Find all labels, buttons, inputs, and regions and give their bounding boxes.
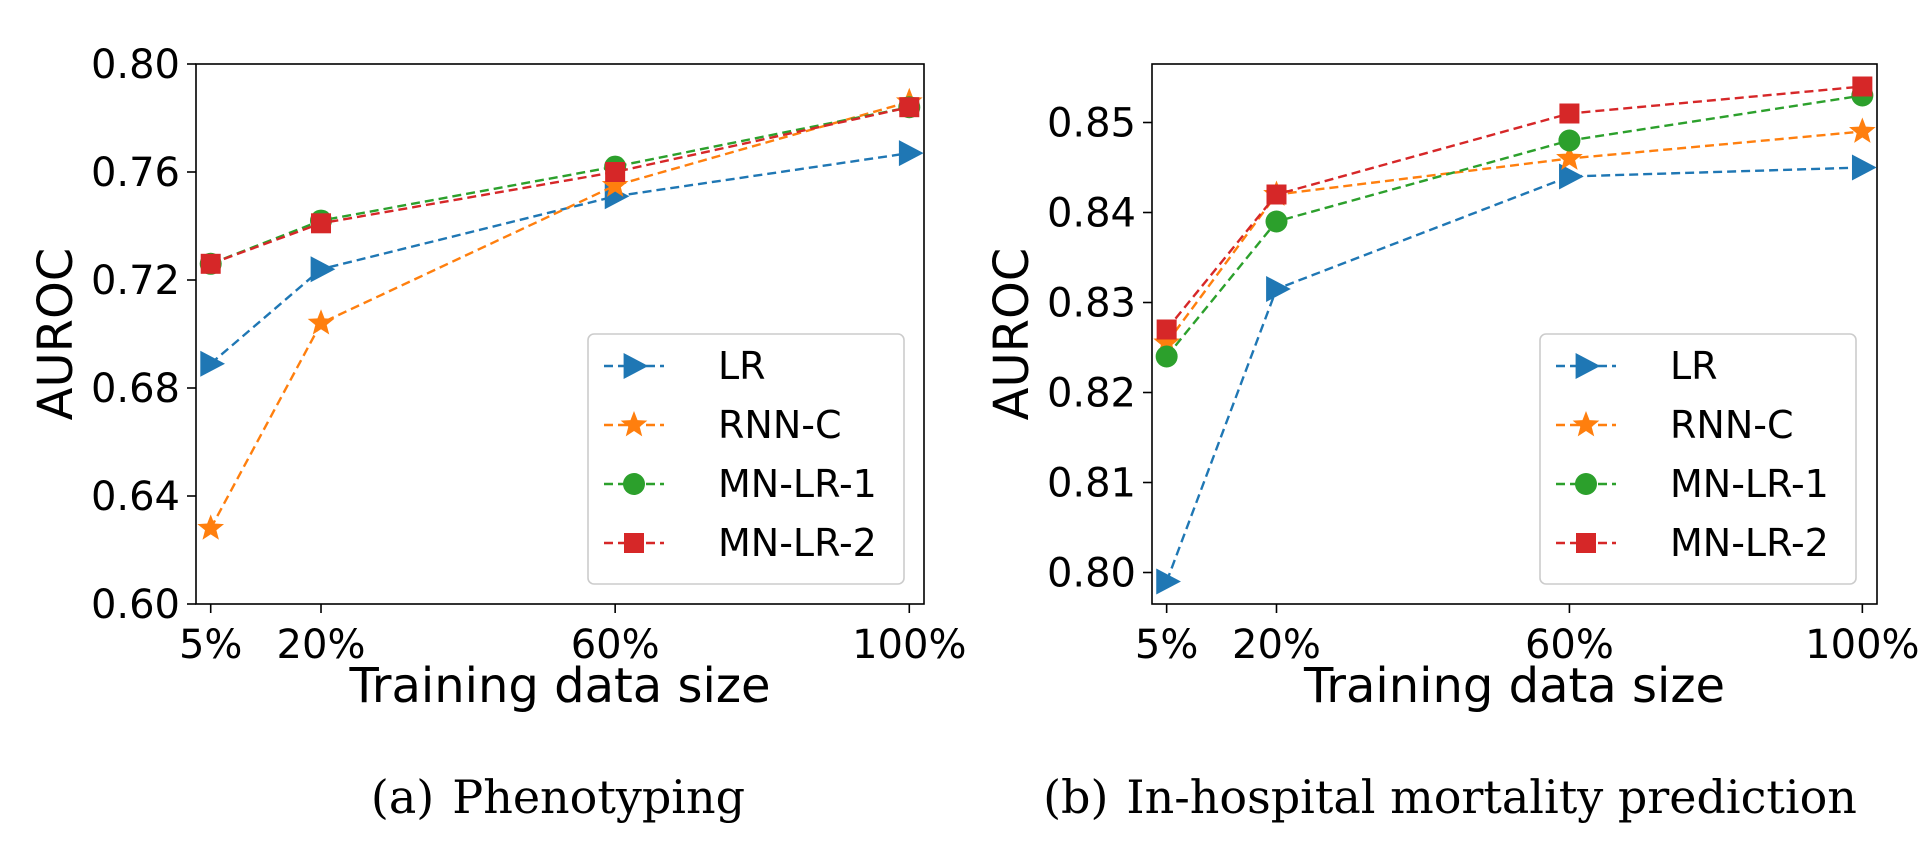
y-tick-label: 0.81 [1047, 461, 1136, 507]
data-point [1266, 276, 1291, 302]
data-point [605, 162, 626, 182]
data-point [899, 97, 920, 118]
x-tick-label: 60% [571, 622, 660, 668]
y-tick-label: 0.80 [91, 42, 180, 88]
data-point [1155, 345, 1178, 368]
legend-marker [1575, 473, 1597, 495]
x-tick-label: 20% [277, 622, 366, 668]
x-tick-label: 60% [1525, 622, 1614, 668]
series-line [1165, 166, 1863, 582]
data-point [1852, 76, 1873, 97]
series-line [1165, 94, 1863, 358]
legend-marker [1576, 533, 1596, 553]
series-line [210, 106, 910, 265]
data-point [197, 514, 225, 540]
data-point [310, 256, 336, 283]
x-tick-label: 100% [1805, 622, 1919, 668]
legend-label: MN-LR-2 [1670, 521, 1829, 565]
y-tick-label: 0.76 [91, 150, 180, 196]
y-tick-label: 0.82 [1047, 371, 1136, 417]
legend-box [1539, 333, 1857, 585]
plot-frame [1151, 63, 1878, 605]
data-point [311, 213, 332, 234]
legend-label: RNN-C [718, 403, 842, 447]
subfigure-caption: (a) Phenotyping [371, 770, 745, 824]
y-tick-label: 0.84 [1047, 191, 1136, 237]
y-tick-label: 0.72 [91, 258, 180, 304]
data-point [1559, 163, 1584, 190]
series-line [209, 151, 910, 365]
legend: LR RNN-C MN-LR-1 MN-LR-2 [587, 333, 905, 585]
y-axis-label: AUROC [984, 248, 1040, 421]
x-axis-label: Training data size [1303, 658, 1725, 714]
y-tick-label: 0.68 [91, 366, 180, 412]
data-point [898, 140, 924, 167]
y-tick-label: 0.85 [1047, 101, 1136, 147]
x-axis-label: Training data size [348, 658, 770, 714]
data-point [1153, 329, 1180, 355]
legend-marker [1572, 411, 1600, 437]
data-point [1558, 129, 1581, 152]
data-point [200, 350, 226, 377]
legend-marker [620, 411, 648, 437]
legend-marker [1575, 353, 1601, 379]
data-point [1156, 319, 1177, 340]
y-axis-label: AUROC [28, 248, 84, 421]
data-point [1265, 210, 1288, 233]
data-point [1559, 103, 1580, 124]
data-point [1851, 154, 1877, 181]
y-tick-label: 0.60 [91, 582, 180, 628]
y-tick-label: 0.80 [1047, 551, 1136, 597]
data-point [1849, 117, 1876, 143]
series-line [209, 100, 910, 529]
y-tick-label: 0.83 [1047, 281, 1136, 327]
legend-label: LR [718, 344, 766, 388]
data-point [200, 253, 221, 274]
data-point [1266, 184, 1287, 205]
legend-marker [623, 473, 645, 495]
chart-panel-b: 0.80 0.81 0.82 0.83 0.84 0.85 5% 20% 60% 100% Trai… [984, 63, 1920, 824]
subfigure-caption: (b) In-hospital mortality prediction [1043, 770, 1857, 824]
x-tick-label: 5% [179, 622, 242, 668]
legend-label: LR [1670, 344, 1718, 388]
legend: LR RNN-C MN-LR-1 MN-LR-2 [1539, 333, 1857, 585]
chart-panel-a: 0.60 0.64 0.68 0.72 0.76 0.80 5% 20% 60% 100% Trai… [28, 42, 966, 824]
data-point [601, 171, 629, 197]
legend-marker [624, 533, 644, 553]
series-mn-lr-2 [1156, 76, 1873, 340]
series-lr [200, 140, 924, 377]
x-tick-label: 100% [852, 622, 966, 668]
legend-box [587, 333, 905, 585]
series-rnn-c [1153, 117, 1876, 355]
data-point [1156, 568, 1181, 595]
series-line [1165, 85, 1863, 331]
legend-label: MN-LR-1 [718, 462, 877, 506]
legend-label: MN-LR-1 [1670, 462, 1829, 506]
y-tick-label: 0.64 [91, 474, 180, 520]
legend-label: MN-LR-2 [718, 521, 877, 565]
series-line [210, 106, 910, 265]
data-point [307, 309, 335, 335]
series-line [1165, 130, 1863, 344]
legend-label: RNN-C [1670, 403, 1794, 447]
data-point [1556, 144, 1583, 170]
legend-marker [623, 353, 649, 379]
series-mn-lr-2 [200, 97, 920, 274]
series-lr [1156, 154, 1877, 595]
series-mn-lr-1 [199, 96, 921, 275]
plot-frame [195, 63, 925, 605]
x-tick-label: 20% [1232, 622, 1321, 668]
x-tick-label: 5% [1135, 622, 1198, 668]
